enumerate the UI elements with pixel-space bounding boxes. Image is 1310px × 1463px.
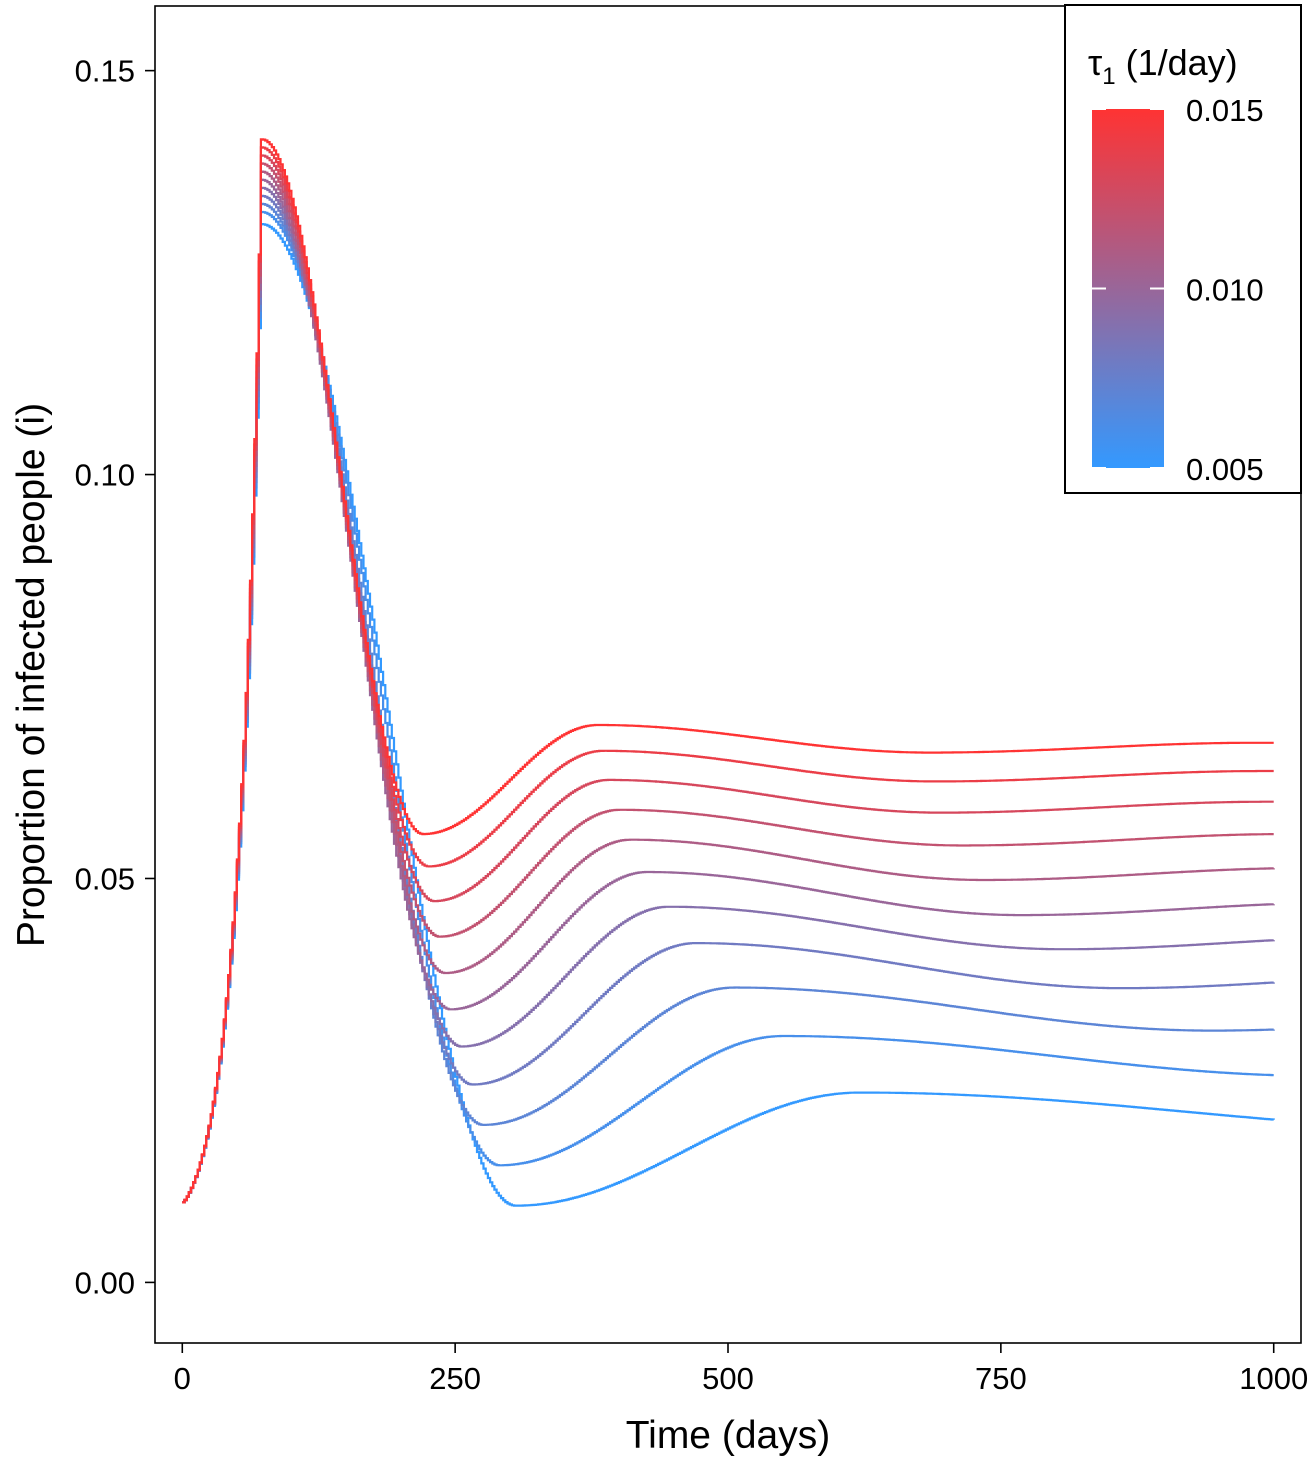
y-axis-title: Proportion of infected people (i) bbox=[10, 403, 53, 947]
y-tick-label: 0.05 bbox=[75, 861, 135, 896]
x-axis: 0 250 500 750 1000 bbox=[174, 1343, 1308, 1396]
series-line bbox=[182, 223, 1275, 1207]
legend-title-subscript: 1 bbox=[1102, 63, 1115, 90]
series-line bbox=[182, 138, 1274, 1204]
legend-title-symbol: τ bbox=[1088, 42, 1102, 83]
y-tick-label: 0.00 bbox=[75, 1265, 135, 1300]
series-group bbox=[182, 138, 1275, 1207]
x-axis-title: Time (days) bbox=[626, 1414, 830, 1457]
x-tick-label: 1000 bbox=[1239, 1361, 1308, 1396]
legend-ticks: 0.015 0.010 0.005 bbox=[1092, 93, 1264, 487]
series-line bbox=[182, 162, 1274, 1204]
legend-tick-label: 0.010 bbox=[1186, 273, 1264, 308]
legend-title-units: (1/day) bbox=[1116, 42, 1238, 83]
x-tick-label: 250 bbox=[429, 1361, 481, 1396]
x-tick-label: 500 bbox=[702, 1361, 754, 1396]
legend-tick-label: 0.015 bbox=[1186, 93, 1264, 128]
series-line bbox=[182, 154, 1274, 1204]
y-tick-label: 0.10 bbox=[75, 458, 135, 493]
legend: τ1 (1/day) 0.015 0.010 0.005 bbox=[1064, 4, 1302, 494]
x-tick-label: 0 bbox=[174, 1361, 191, 1396]
legend-tick-label: 0.005 bbox=[1186, 452, 1264, 487]
y-axis: 0.00 0.05 0.10 0.15 bbox=[75, 54, 155, 1300]
y-tick-label: 0.15 bbox=[75, 54, 135, 89]
series-line bbox=[182, 210, 1274, 1204]
x-tick-label: 750 bbox=[975, 1361, 1027, 1396]
legend-title: τ1 (1/day) bbox=[1088, 42, 1238, 90]
